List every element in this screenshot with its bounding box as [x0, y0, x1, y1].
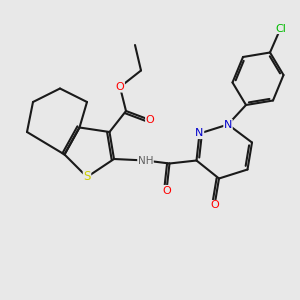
Text: Cl: Cl — [275, 23, 286, 34]
Text: O: O — [162, 185, 171, 196]
Text: O: O — [210, 200, 219, 211]
Text: N: N — [224, 119, 232, 130]
Text: N: N — [195, 128, 204, 139]
Text: NH: NH — [138, 155, 153, 166]
Text: O: O — [116, 82, 124, 92]
Text: O: O — [146, 115, 154, 125]
Text: S: S — [83, 170, 91, 184]
